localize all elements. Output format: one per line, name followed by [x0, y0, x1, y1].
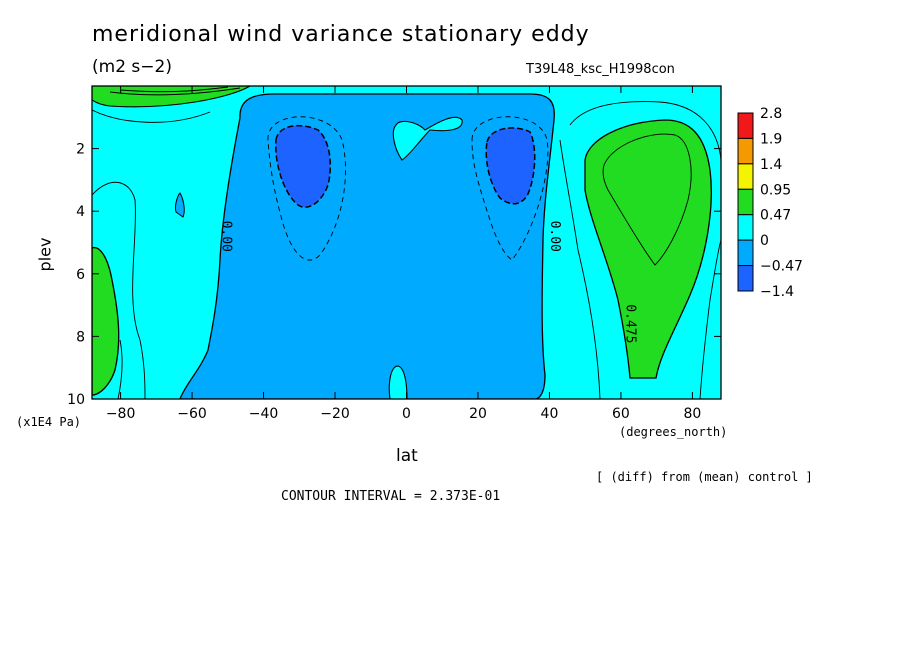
x-axis-ticks: −80 −60 −40 −20 0 20 40 60 80 [106, 86, 701, 422]
contour-label: 0.00 [547, 221, 562, 252]
x-tick-label: −80 [106, 406, 136, 422]
field-region-positive-right [584, 119, 712, 379]
colorbar-swatch [737, 239, 754, 267]
contour-inner-right [602, 133, 692, 266]
x-axis-units: (degrees_north) [619, 425, 728, 439]
x-tick-label: −60 [177, 406, 207, 422]
contour-thin-left-edge [117, 339, 123, 399]
plot-area [92, 86, 721, 399]
colorbar-label: −0.47 [760, 259, 803, 275]
colorbar-label: 0 [760, 233, 769, 249]
colorbar-swatch [737, 137, 754, 165]
colorbar-label: 2.8 [760, 106, 782, 122]
colorbar-swatch [737, 163, 754, 190]
contour-thin-right [569, 101, 721, 161]
y-axis-ticks: 2 4 6 8 10 [67, 142, 721, 408]
contour-top-band-1 [109, 87, 241, 96]
colorbar-swatch [737, 188, 754, 216]
contour-label: 0.475 [622, 304, 637, 343]
field-region-low-right [485, 127, 536, 205]
contour-dashed-left-outer [267, 116, 346, 261]
run-id: T39L48_ksc_H1998con [526, 62, 675, 77]
y-tick-label: 6 [76, 267, 85, 283]
field-region-hole-top [392, 116, 463, 161]
y-tick-label: 10 [67, 392, 85, 408]
field-region-negative [179, 93, 555, 399]
diff-note: [ (diff) from (mean) control ] [596, 470, 813, 484]
contour-top-band-2 [119, 86, 229, 93]
colorbar-label: −1.4 [760, 284, 794, 300]
chart-title: meridional wind variance stationary eddy [92, 22, 590, 47]
x-tick-label: 0 [402, 406, 411, 422]
x-tick-label: −40 [249, 406, 279, 422]
field-region-hole-bottom [388, 365, 408, 399]
x-tick-label: 40 [541, 406, 559, 422]
colorbar-label: 0.95 [760, 182, 791, 198]
x-tick-label: 20 [469, 406, 487, 422]
x-tick-label: 80 [683, 406, 701, 422]
contour-labels: 0.00 0.00 0.475 [218, 221, 637, 344]
colorbar-swatch [737, 112, 754, 139]
y-tick-label: 8 [76, 329, 85, 345]
colorbar-label: 1.4 [760, 157, 782, 173]
contour-top-band-3 [92, 109, 211, 123]
contour-interval: CONTOUR INTERVAL = 2.373E-01 [281, 489, 501, 504]
colorbar-swatch [737, 214, 754, 241]
contour-label: 0.00 [218, 221, 233, 252]
field-region-positive-left [92, 246, 120, 396]
contour-dashed-right-outer [471, 116, 549, 261]
x-tick-label: 60 [612, 406, 630, 422]
x-axis-label: lat [396, 446, 418, 466]
field-region-low-left [275, 124, 331, 208]
colorbar-label: 1.9 [760, 131, 782, 147]
contour-thin-left [92, 181, 146, 399]
chart-units: (m2 s−2) [92, 57, 172, 77]
colorbar-label: 0.47 [760, 208, 791, 224]
y-axis-units: (x1E4 Pa) [16, 415, 82, 429]
y-tick-label: 2 [76, 142, 85, 158]
colorbar: 2.8 1.9 1.4 0.95 0.47 0 −0.47 −1.4 [737, 106, 803, 300]
x-tick-label: −20 [320, 406, 350, 422]
contour-thin-right-edge [699, 239, 721, 399]
field-region-spike [175, 192, 185, 218]
contour-thin-right-low [559, 139, 601, 399]
colorbar-swatch [737, 265, 754, 292]
y-tick-label: 4 [76, 204, 85, 220]
